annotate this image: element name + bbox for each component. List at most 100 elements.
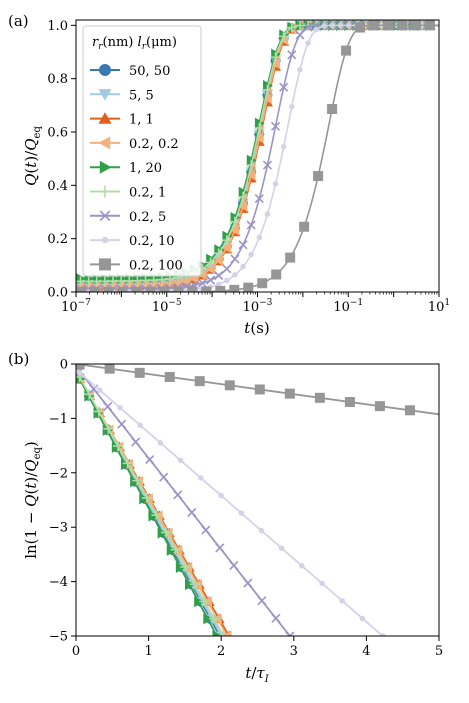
series-b-marker — [254, 384, 265, 395]
legend-marker — [99, 160, 112, 174]
series-b-marker — [257, 596, 267, 606]
series-a-marker — [382, 20, 393, 31]
series-b-marker — [151, 510, 162, 521]
y-tick-label: 0.6 — [47, 126, 68, 141]
series-a-marker — [230, 254, 240, 264]
series-a-marker — [299, 221, 310, 232]
series-a-marker — [173, 286, 184, 292]
series-a-marker — [240, 263, 246, 270]
series-b-marker — [215, 543, 225, 553]
series-a-marker — [280, 144, 287, 150]
series-a-marker — [262, 160, 272, 170]
legend-marker — [98, 136, 111, 150]
series-a-marker — [297, 66, 303, 73]
series-b-marker — [102, 424, 113, 436]
series-a-marker — [270, 121, 281, 131]
series-b-marker — [161, 527, 172, 538]
series-b-marker — [271, 613, 281, 623]
x-tick-label: 4 — [362, 644, 370, 659]
series-a-marker — [341, 45, 352, 56]
series-b-line — [76, 368, 385, 636]
series-b-marker — [164, 371, 175, 382]
series-a-marker — [253, 132, 264, 144]
series-a-marker — [205, 263, 215, 275]
series-a-marker — [289, 103, 295, 110]
series-a-marker — [245, 169, 256, 181]
x-tick-label: 0 — [72, 644, 80, 659]
series-b-1-20 — [76, 371, 223, 636]
series-a-marker — [264, 211, 271, 218]
series-b-marker — [189, 579, 200, 590]
series-a-marker — [345, 22, 352, 29]
series-b-marker — [359, 615, 366, 622]
legend-label: 1, 20 — [129, 161, 162, 176]
legend-label: 1, 1 — [129, 113, 154, 128]
series-b-0-2-10 — [76, 368, 386, 636]
legend-marker — [98, 112, 112, 124]
legend-entry: 50, 50 — [90, 64, 170, 79]
legend-marker — [99, 64, 111, 76]
series-b-marker — [137, 422, 143, 429]
series-b-marker — [187, 507, 197, 518]
panel-b-x-axis-label: t/τI — [245, 664, 269, 685]
series-b-marker — [194, 596, 205, 608]
legend-label: 0.2, 10 — [129, 234, 174, 249]
legend-label: 0.2, 100 — [129, 258, 183, 273]
panel-b-series — [76, 364, 439, 636]
panel-b-frame — [75, 363, 440, 637]
legend-entry: 0.2, 5 — [90, 210, 166, 225]
series-b-marker — [117, 404, 123, 411]
series-a-marker — [89, 286, 100, 292]
series-b-marker — [194, 376, 205, 387]
series-b-marker — [229, 560, 239, 570]
series-b-marker — [284, 388, 295, 399]
legend-marker — [98, 89, 112, 101]
series-a-marker — [243, 282, 254, 292]
series-a-marker — [145, 286, 156, 292]
series-a-marker — [214, 270, 224, 281]
panel-a-label: (a) — [8, 12, 29, 30]
legend-marker — [99, 185, 111, 198]
legend-label: 50, 50 — [129, 64, 170, 79]
panel-a: (a) 10−7 10−5 10−3 10−1 101 0.0 0.2 0.4 0.6 0.8 1… — [8, 12, 450, 337]
legend-entry: 5, 5 — [90, 88, 154, 103]
series-a-marker — [229, 224, 240, 236]
series-a-marker — [221, 242, 232, 254]
series-a-marker — [278, 31, 289, 42]
legend-entry: 0.2, 100 — [90, 258, 183, 273]
series-a-marker — [238, 191, 249, 202]
y-tick-label: 0.4 — [47, 179, 68, 194]
series-b-marker — [132, 475, 143, 486]
legend: rr(nm) lr(μm) 50, 50 5, 5 1, 1 0.2, 0.2 1, 2… — [82, 25, 202, 277]
panel-a-y-ticks: 0.0 0.2 0.4 0.6 0.8 1.0 — [47, 19, 76, 301]
series-a-marker — [287, 50, 297, 60]
series-b-marker — [177, 457, 184, 464]
legend-label: 5, 5 — [129, 88, 154, 103]
series-a-marker — [254, 194, 264, 204]
series-b-marker — [278, 545, 285, 551]
x-tick-label: 10−5 — [152, 298, 182, 315]
series-a-marker — [238, 240, 248, 250]
legend-label: 0.2, 0.2 — [129, 137, 179, 152]
series-a-marker — [205, 275, 216, 285]
series-b-marker — [238, 510, 245, 516]
legend-entry: 0.2, 10 — [90, 234, 174, 249]
series-a-marker — [279, 82, 289, 92]
series-b-0-2-1 — [76, 370, 229, 636]
y-tick-label: 0.8 — [47, 72, 68, 87]
legend-entry: 1, 1 — [90, 112, 154, 128]
y-tick-label: −3 — [49, 521, 68, 536]
series-b-marker — [130, 476, 141, 488]
series-a-marker — [355, 22, 366, 33]
series-a-marker — [321, 23, 328, 29]
series-b-line — [76, 370, 225, 636]
series-b-marker — [203, 613, 214, 625]
series-a-marker — [286, 22, 297, 33]
series-b-marker — [76, 369, 83, 376]
x-tick-label: 101 — [428, 298, 450, 315]
series-a-marker — [410, 20, 421, 31]
series-a-marker — [215, 281, 222, 288]
series-b-marker — [285, 631, 295, 636]
series-b-marker — [117, 419, 127, 429]
series-b-marker — [379, 633, 386, 636]
